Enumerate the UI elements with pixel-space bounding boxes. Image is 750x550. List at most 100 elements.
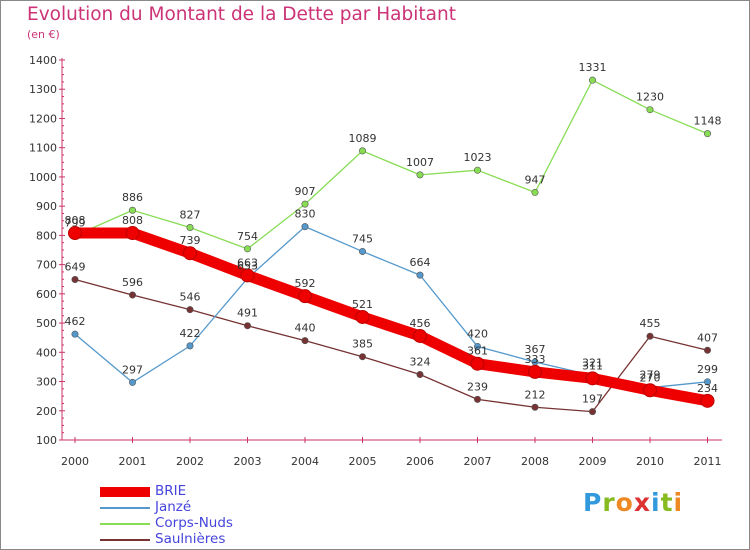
x-tick-label: 2000	[61, 455, 89, 468]
data-label: 361	[467, 345, 488, 358]
y-tick-label: 1200	[29, 112, 57, 125]
proxiti-logo: Proxiti	[583, 488, 683, 517]
data-point	[301, 200, 309, 208]
data-point	[358, 353, 366, 361]
data-label: 456	[410, 317, 431, 330]
legend-label: BRIE	[155, 483, 187, 499]
data-label: 321	[582, 356, 603, 369]
data-point	[473, 395, 481, 403]
x-tick-label: 2008	[521, 455, 549, 468]
data-label: 270	[640, 371, 661, 384]
data-point	[703, 346, 711, 354]
data-label: 886	[122, 191, 143, 204]
x-tick-label: 2004	[291, 455, 319, 468]
x-tick-label: 2009	[579, 455, 607, 468]
data-point	[186, 306, 194, 314]
y-tick-label: 500	[36, 317, 57, 330]
data-point	[700, 393, 715, 408]
data-point	[416, 271, 424, 279]
data-label: 653	[237, 259, 258, 272]
logo-letter: x	[633, 488, 651, 517]
data-label: 297	[122, 363, 143, 376]
data-point	[183, 246, 197, 261]
data-label: 1331	[579, 61, 607, 74]
data-label: 1230	[636, 91, 664, 104]
data-label: 299	[697, 363, 718, 376]
data-point	[355, 309, 370, 324]
data-point	[588, 76, 596, 84]
data-point	[646, 106, 654, 114]
legend-swatch	[100, 523, 150, 525]
data-point	[646, 332, 654, 340]
y-tick-label: 1100	[29, 142, 57, 155]
data-point	[301, 337, 309, 345]
data-label: 745	[352, 232, 373, 245]
y-tick-label: 700	[36, 259, 57, 272]
data-label: 422	[180, 327, 201, 340]
data-point	[71, 330, 79, 338]
data-label: 420	[467, 327, 488, 340]
y-tick-label: 300	[36, 376, 57, 389]
data-label: 455	[640, 317, 661, 330]
data-label: 947	[525, 173, 546, 186]
chart-title: Evolution du Montant de la Dette par Hab…	[27, 4, 456, 25]
data-label: 808	[65, 214, 86, 227]
data-label: 592	[295, 277, 316, 290]
data-label: 827	[180, 208, 201, 221]
logo-letter: i	[673, 488, 684, 517]
data-point	[416, 371, 424, 379]
x-tick-label: 2005	[349, 455, 377, 468]
x-tick-label: 2006	[406, 455, 434, 468]
data-point	[413, 328, 427, 343]
data-point	[298, 289, 312, 304]
data-point	[416, 171, 424, 179]
data-point	[473, 166, 481, 174]
data-point	[643, 383, 657, 398]
data-point	[68, 226, 82, 241]
data-label: 367	[525, 343, 546, 356]
x-tick-label: 2003	[234, 455, 262, 468]
data-label: 333	[525, 353, 546, 366]
x-tick-label: 2007	[464, 455, 492, 468]
data-point	[703, 130, 711, 138]
data-label: 311	[582, 359, 603, 372]
data-point	[186, 342, 194, 350]
logo-letter: i	[651, 488, 661, 517]
data-point	[531, 188, 539, 196]
x-tick-label: 2010	[636, 455, 664, 468]
data-point	[129, 378, 137, 386]
y-tick-label: 1000	[29, 171, 57, 184]
data-point	[125, 226, 140, 241]
data-label: 212	[525, 388, 546, 401]
data-point	[71, 276, 79, 284]
data-point	[186, 223, 194, 231]
legend-label: Corps-Nuds	[155, 515, 233, 531]
series-line-corps-nuds	[74, 79, 709, 250]
data-label: 808	[122, 214, 143, 227]
data-point	[358, 147, 366, 155]
data-label: 830	[295, 208, 316, 221]
data-point	[244, 245, 252, 253]
data-point	[129, 291, 137, 299]
y-tick-label: 200	[36, 405, 57, 418]
series-line-saulnières	[74, 278, 709, 413]
data-point	[301, 223, 309, 231]
data-point	[703, 378, 711, 386]
data-label: 324	[410, 356, 431, 369]
logo-letter: o	[615, 488, 634, 517]
data-point	[240, 268, 255, 283]
data-point	[585, 371, 600, 386]
y-tick-label: 1300	[29, 83, 57, 96]
data-label: 197	[582, 393, 603, 406]
data-label: 1023	[464, 151, 492, 164]
data-label: 1007	[406, 156, 434, 169]
legend-swatch	[100, 487, 150, 497]
data-point	[528, 364, 542, 379]
data-point	[588, 408, 596, 416]
y-tick-label: 900	[36, 200, 57, 213]
data-label: 1089	[349, 132, 377, 145]
y-tick-label: 600	[36, 288, 57, 301]
data-label: 907	[295, 185, 316, 198]
